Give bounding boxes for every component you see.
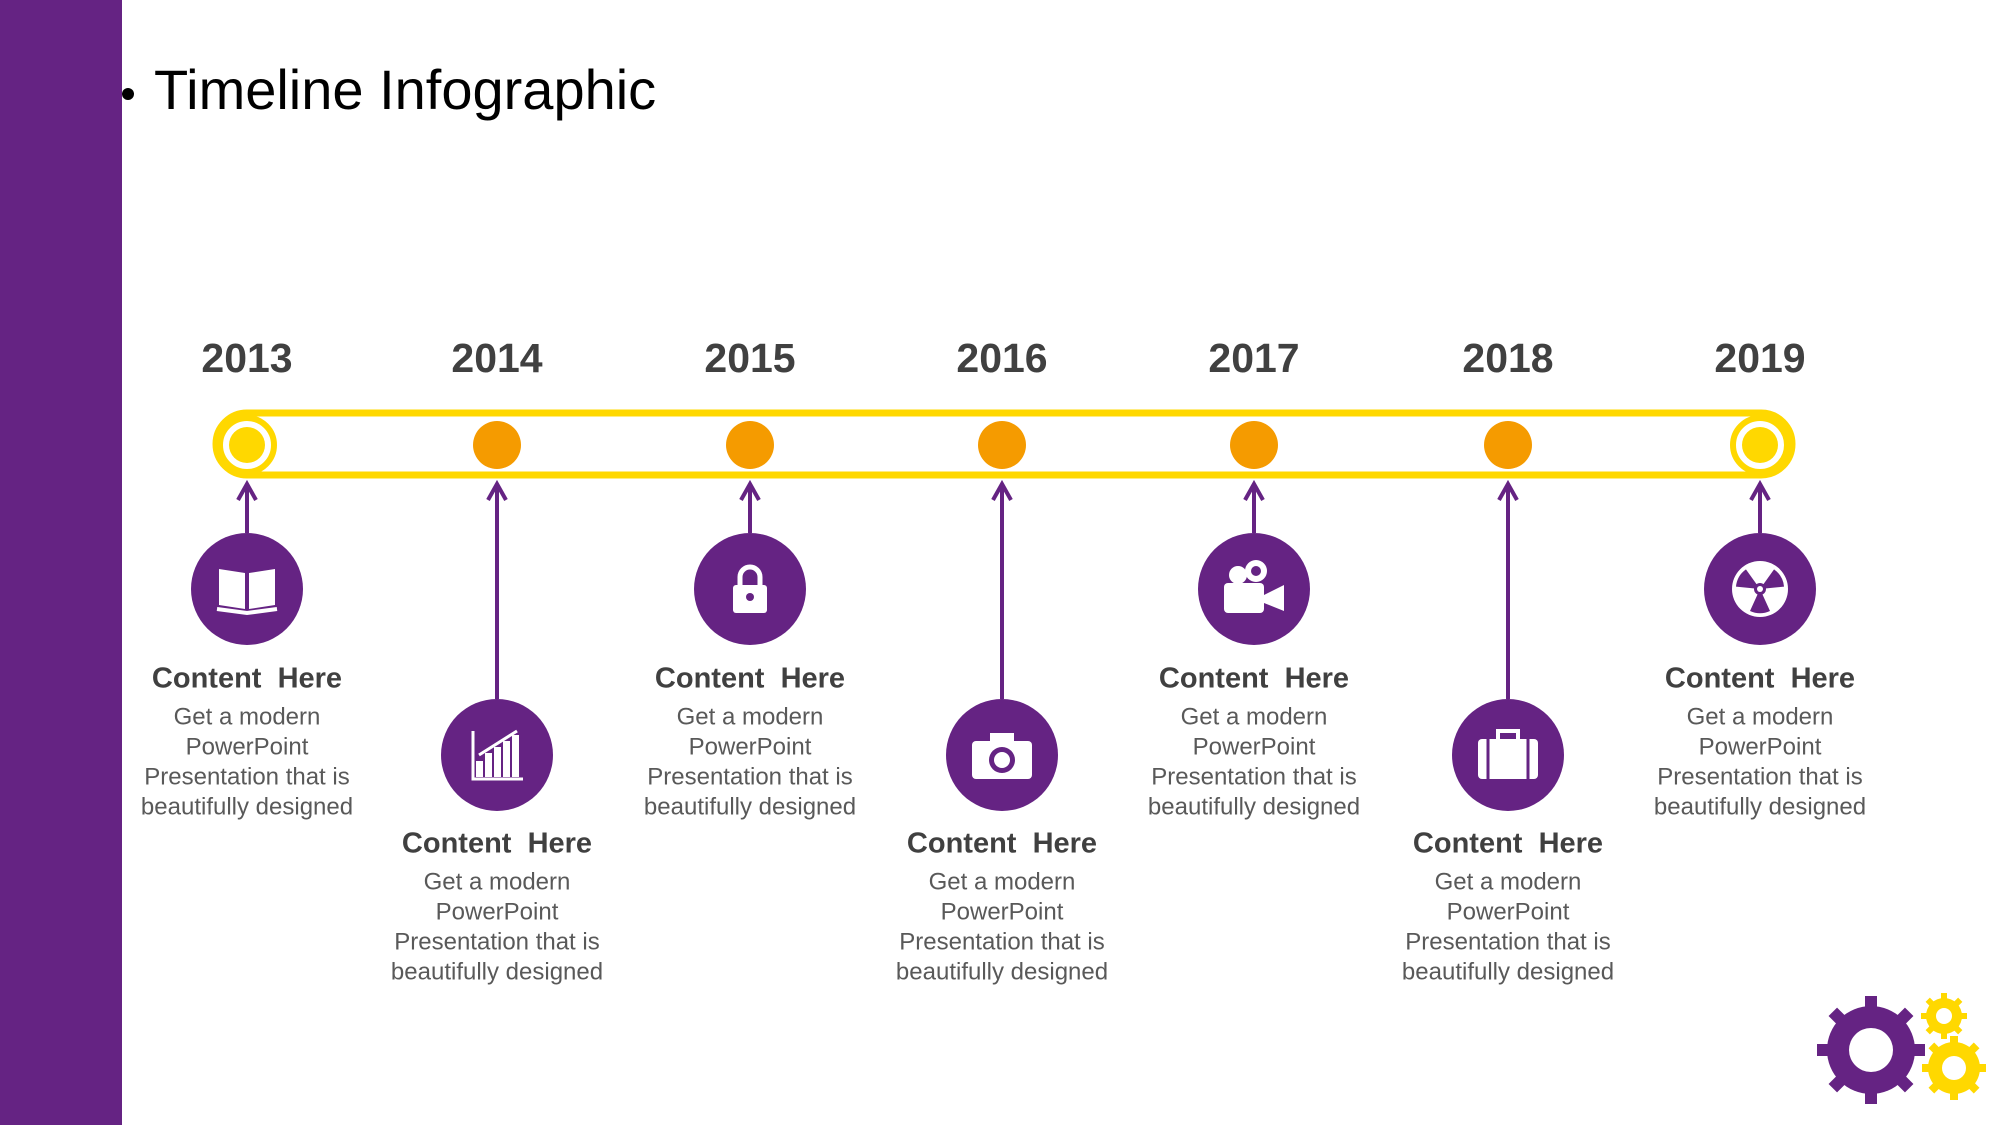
item-text: Presentation that is — [1405, 928, 1610, 955]
arrow-head — [739, 479, 761, 501]
item-text: Presentation that is — [899, 928, 1104, 955]
year: 2013 — [201, 335, 292, 381]
item-text: Get a modern — [929, 868, 1076, 895]
item-text: beautifully designed — [1402, 958, 1614, 985]
item-text: PowerPoint — [1447, 898, 1570, 925]
arrow-head — [1243, 479, 1265, 501]
item-heading: Content Here — [402, 828, 592, 860]
marker — [978, 421, 1026, 469]
item-text: PowerPoint — [689, 733, 812, 760]
timeline-track — [212, 409, 1796, 479]
icon — [1478, 729, 1538, 779]
item-text: beautifully designed — [1654, 793, 1866, 820]
item-text: Presentation that is — [1657, 763, 1862, 790]
icon — [733, 564, 767, 613]
arrow-head — [1749, 479, 1771, 501]
title: Timeline Infographic — [154, 58, 656, 121]
item-text: PowerPoint — [186, 733, 309, 760]
arrow-head — [991, 479, 1013, 501]
arrow-head — [236, 479, 258, 501]
item-text: beautifully designed — [141, 793, 353, 820]
item-heading: Content Here — [655, 663, 845, 695]
icon — [471, 729, 523, 781]
marker — [1742, 427, 1778, 463]
item-text: Presentation that is — [394, 928, 599, 955]
timeline-item: 2017 Content Here Get a modern PowerPoint Pr… — [1148, 335, 1360, 821]
item-text: PowerPoint — [941, 898, 1064, 925]
timeline-item: 2013 Content Here Get a modern PowerPoint Pr… — [141, 335, 353, 821]
marker — [1484, 421, 1532, 469]
marker — [1230, 421, 1278, 469]
item-text: PowerPoint — [436, 898, 559, 925]
item-text: PowerPoint — [1699, 733, 1822, 760]
gears — [1817, 993, 1986, 1104]
icon — [1732, 561, 1788, 617]
timeline: 2013 Content Here Get a modern PowerPoint Pr… — [141, 335, 1866, 986]
arrow-head — [486, 479, 508, 501]
item-text: Presentation that is — [1151, 763, 1356, 790]
year: 2018 — [1462, 335, 1553, 381]
item-heading: Content Here — [1665, 663, 1855, 695]
timeline-item: 2015 Content Here Get a modern PowerPoint Pr… — [644, 335, 856, 821]
item-text: PowerPoint — [1193, 733, 1316, 760]
timeline-item: 2019 Content Here Get a modern PowerPoint Pr… — [1654, 335, 1866, 821]
item-text: Get a modern — [677, 703, 824, 730]
item-text: Presentation that is — [647, 763, 852, 790]
item-text: Get a modern — [1687, 703, 1834, 730]
item-text: beautifully designed — [644, 793, 856, 820]
side-bar — [0, 0, 122, 1125]
marker — [473, 421, 521, 469]
year: 2019 — [1714, 335, 1805, 381]
icon-circle — [191, 533, 303, 645]
item-text: Get a modern — [1435, 868, 1582, 895]
item-heading: Content Here — [907, 828, 1097, 860]
item-text: Get a modern — [424, 868, 571, 895]
year: 2014 — [451, 335, 542, 381]
item-text: beautifully designed — [896, 958, 1108, 985]
icon — [972, 733, 1032, 779]
icon — [216, 569, 278, 616]
item-heading: Content Here — [152, 663, 342, 695]
marker — [726, 421, 774, 469]
timeline-item: 2018 Content Here Get a modern PowerPoint Pr… — [1402, 335, 1614, 986]
item-heading: Content Here — [1413, 828, 1603, 860]
year: 2017 — [1208, 335, 1299, 381]
item-text: Presentation that is — [144, 763, 349, 790]
bullet — [122, 88, 134, 100]
arrow-head — [1497, 479, 1519, 501]
timeline-item: 2014 Content Here Get a modern PowerPoint Pr… — [391, 335, 603, 986]
item-text: beautifully designed — [1148, 793, 1360, 820]
icon — [1224, 560, 1284, 613]
item-heading: Content Here — [1159, 663, 1349, 695]
year: 2016 — [956, 335, 1047, 381]
item-text: beautifully designed — [391, 958, 603, 985]
item-text: Get a modern — [1181, 703, 1328, 730]
marker — [229, 427, 265, 463]
item-text: Get a modern — [174, 703, 321, 730]
timeline-item: 2016 Content Here Get a modern PowerPoint Pr… — [896, 335, 1108, 986]
year: 2015 — [704, 335, 795, 381]
